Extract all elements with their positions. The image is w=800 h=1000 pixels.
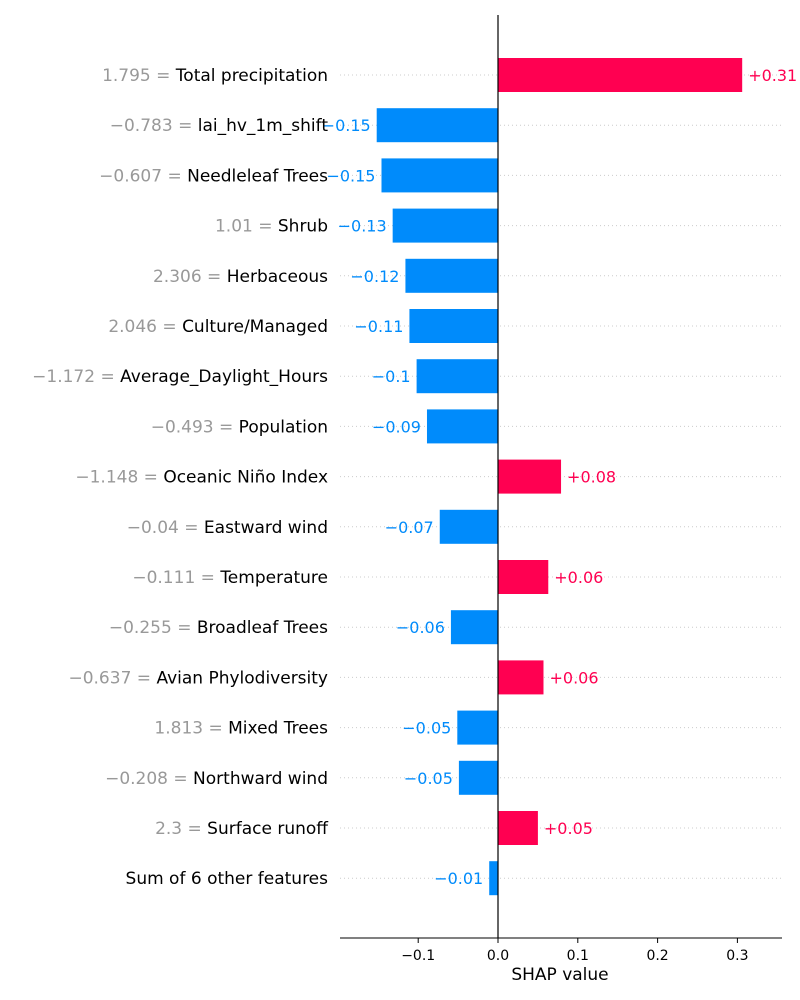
feature-value: 2.306 = (153, 267, 227, 287)
feature-value: −1.172 = (32, 367, 120, 387)
feature-value: −0.04 = (127, 518, 204, 538)
bar-value-label: −0.01 (434, 869, 483, 888)
feature-label: 2.306 = Herbaceous (153, 267, 328, 287)
bar (439, 509, 498, 544)
bar-value-label: +0.06 (554, 568, 603, 587)
feature-name: Broadleaf Trees (197, 618, 328, 638)
feature-value: −0.783 = (110, 116, 198, 136)
feature-name: Needleleaf Trees (187, 166, 328, 186)
bar (426, 409, 498, 444)
bar (381, 158, 498, 193)
bar (498, 459, 562, 494)
bar-value-label: −0.13 (338, 217, 387, 236)
feature-label: 1.795 = Total precipitation (102, 66, 328, 86)
feature-label: −0.208 = Northward wind (105, 769, 328, 789)
bar (458, 760, 498, 795)
feature-label: −1.172 = Average_Daylight_Hours (32, 367, 328, 387)
feature-name: Total precipitation (175, 66, 328, 86)
feature-label: 2.3 = Surface runoff (155, 819, 329, 839)
feature-value: −0.255 = (109, 618, 197, 638)
feature-label: −0.637 = Avian Phylodiversity (68, 668, 328, 688)
feature-name: Eastward wind (204, 518, 328, 538)
feature-name: Surface runoff (207, 819, 329, 839)
feature-labels: 1.795 = Total precipitation −0.783 = lai_… (32, 66, 329, 889)
feature-value: 2.046 = (108, 317, 182, 337)
bar (498, 58, 743, 92)
bar (376, 108, 498, 143)
bar (498, 660, 544, 695)
feature-label: −0.607 = Needleleaf Trees (99, 166, 328, 186)
feature-name: Mixed Trees (228, 719, 328, 739)
feature-name: Average_Daylight_Hours (120, 367, 328, 387)
feature-value: −0.607 = (99, 166, 187, 186)
bar-value-label: +0.06 (549, 668, 598, 687)
bar-value-label: +0.08 (567, 468, 616, 487)
feature-label: −0.783 = lai_hv_1m_shift (110, 116, 329, 136)
feature-label: −0.04 = Eastward wind (127, 518, 328, 538)
bar-value-labels: +0.31 −0.15 −0.15 −0.13 −0.12 −0.11 −0.1 −0.09 +… (322, 66, 798, 888)
feature-name: Northward wind (193, 769, 328, 789)
bar-value-label: −0.06 (396, 618, 445, 637)
x-tick-label: 0.0 (487, 948, 509, 964)
feature-name: Herbaceous (227, 267, 328, 287)
feature-label: 1.01 = Shrub (215, 217, 328, 237)
bar (498, 560, 549, 594)
feature-value: 2.3 = (155, 819, 207, 839)
feature-name: Oceanic Niño Index (163, 468, 328, 488)
bar-value-label: −0.09 (372, 417, 421, 436)
bar-value-label: −0.15 (326, 166, 375, 185)
feature-value: −0.637 = (68, 668, 156, 688)
bar (416, 359, 498, 394)
bar-value-label: −0.1 (372, 367, 411, 386)
feature-name: Temperature (219, 568, 328, 588)
x-tick-label: −0.1 (401, 948, 435, 964)
bars (376, 58, 743, 896)
feature-label: 2.046 = Culture/Managed (108, 317, 328, 337)
feature-name: Sum of 6 other features (126, 869, 329, 889)
bar (409, 309, 498, 343)
x-axis-title: SHAP value (511, 965, 608, 985)
feature-value: 1.795 = (102, 66, 176, 86)
bar-value-label: −0.05 (402, 719, 451, 738)
bar (457, 710, 498, 745)
bar-value-label: +0.05 (544, 819, 593, 838)
bar (405, 258, 498, 293)
bar-value-label: +0.31 (748, 66, 797, 85)
bar-value-label: −0.07 (385, 518, 434, 537)
feature-value: 1.01 = (215, 217, 278, 237)
bar (489, 861, 498, 896)
x-axis: −0.1 0.0 0.1 0.2 0.3 (340, 937, 782, 964)
x-tick-label: 0.2 (646, 948, 668, 964)
x-tick-label: 0.3 (726, 948, 748, 964)
feature-label: −0.493 = Population (151, 417, 328, 437)
bar (450, 610, 498, 645)
feature-value: −0.208 = (105, 769, 193, 789)
feature-value: −1.148 = (75, 468, 163, 488)
feature-name: Population (239, 417, 328, 437)
bar (392, 208, 498, 243)
feature-name: Avian Phylodiversity (156, 668, 328, 688)
feature-name: Shrub (278, 217, 328, 237)
feature-label: Sum of 6 other features (126, 869, 329, 889)
feature-value: −0.493 = (151, 417, 239, 437)
bar-value-label: −0.15 (322, 116, 371, 135)
feature-value: 1.813 = (154, 719, 228, 739)
bar-value-label: −0.12 (350, 267, 399, 286)
bar-value-label: −0.11 (354, 317, 403, 336)
x-tick-label: 0.1 (567, 948, 589, 964)
feature-label: −0.111 = Temperature (132, 568, 328, 588)
bar-value-label: −0.05 (404, 769, 453, 788)
feature-value: −0.111 = (132, 568, 220, 588)
feature-name: lai_hv_1m_shift (198, 116, 329, 136)
feature-label: −0.255 = Broadleaf Trees (109, 618, 328, 638)
feature-label: 1.813 = Mixed Trees (154, 719, 328, 739)
bar (498, 811, 538, 845)
feature-name: Culture/Managed (182, 317, 328, 337)
feature-label: −1.148 = Oceanic Niño Index (75, 468, 328, 488)
